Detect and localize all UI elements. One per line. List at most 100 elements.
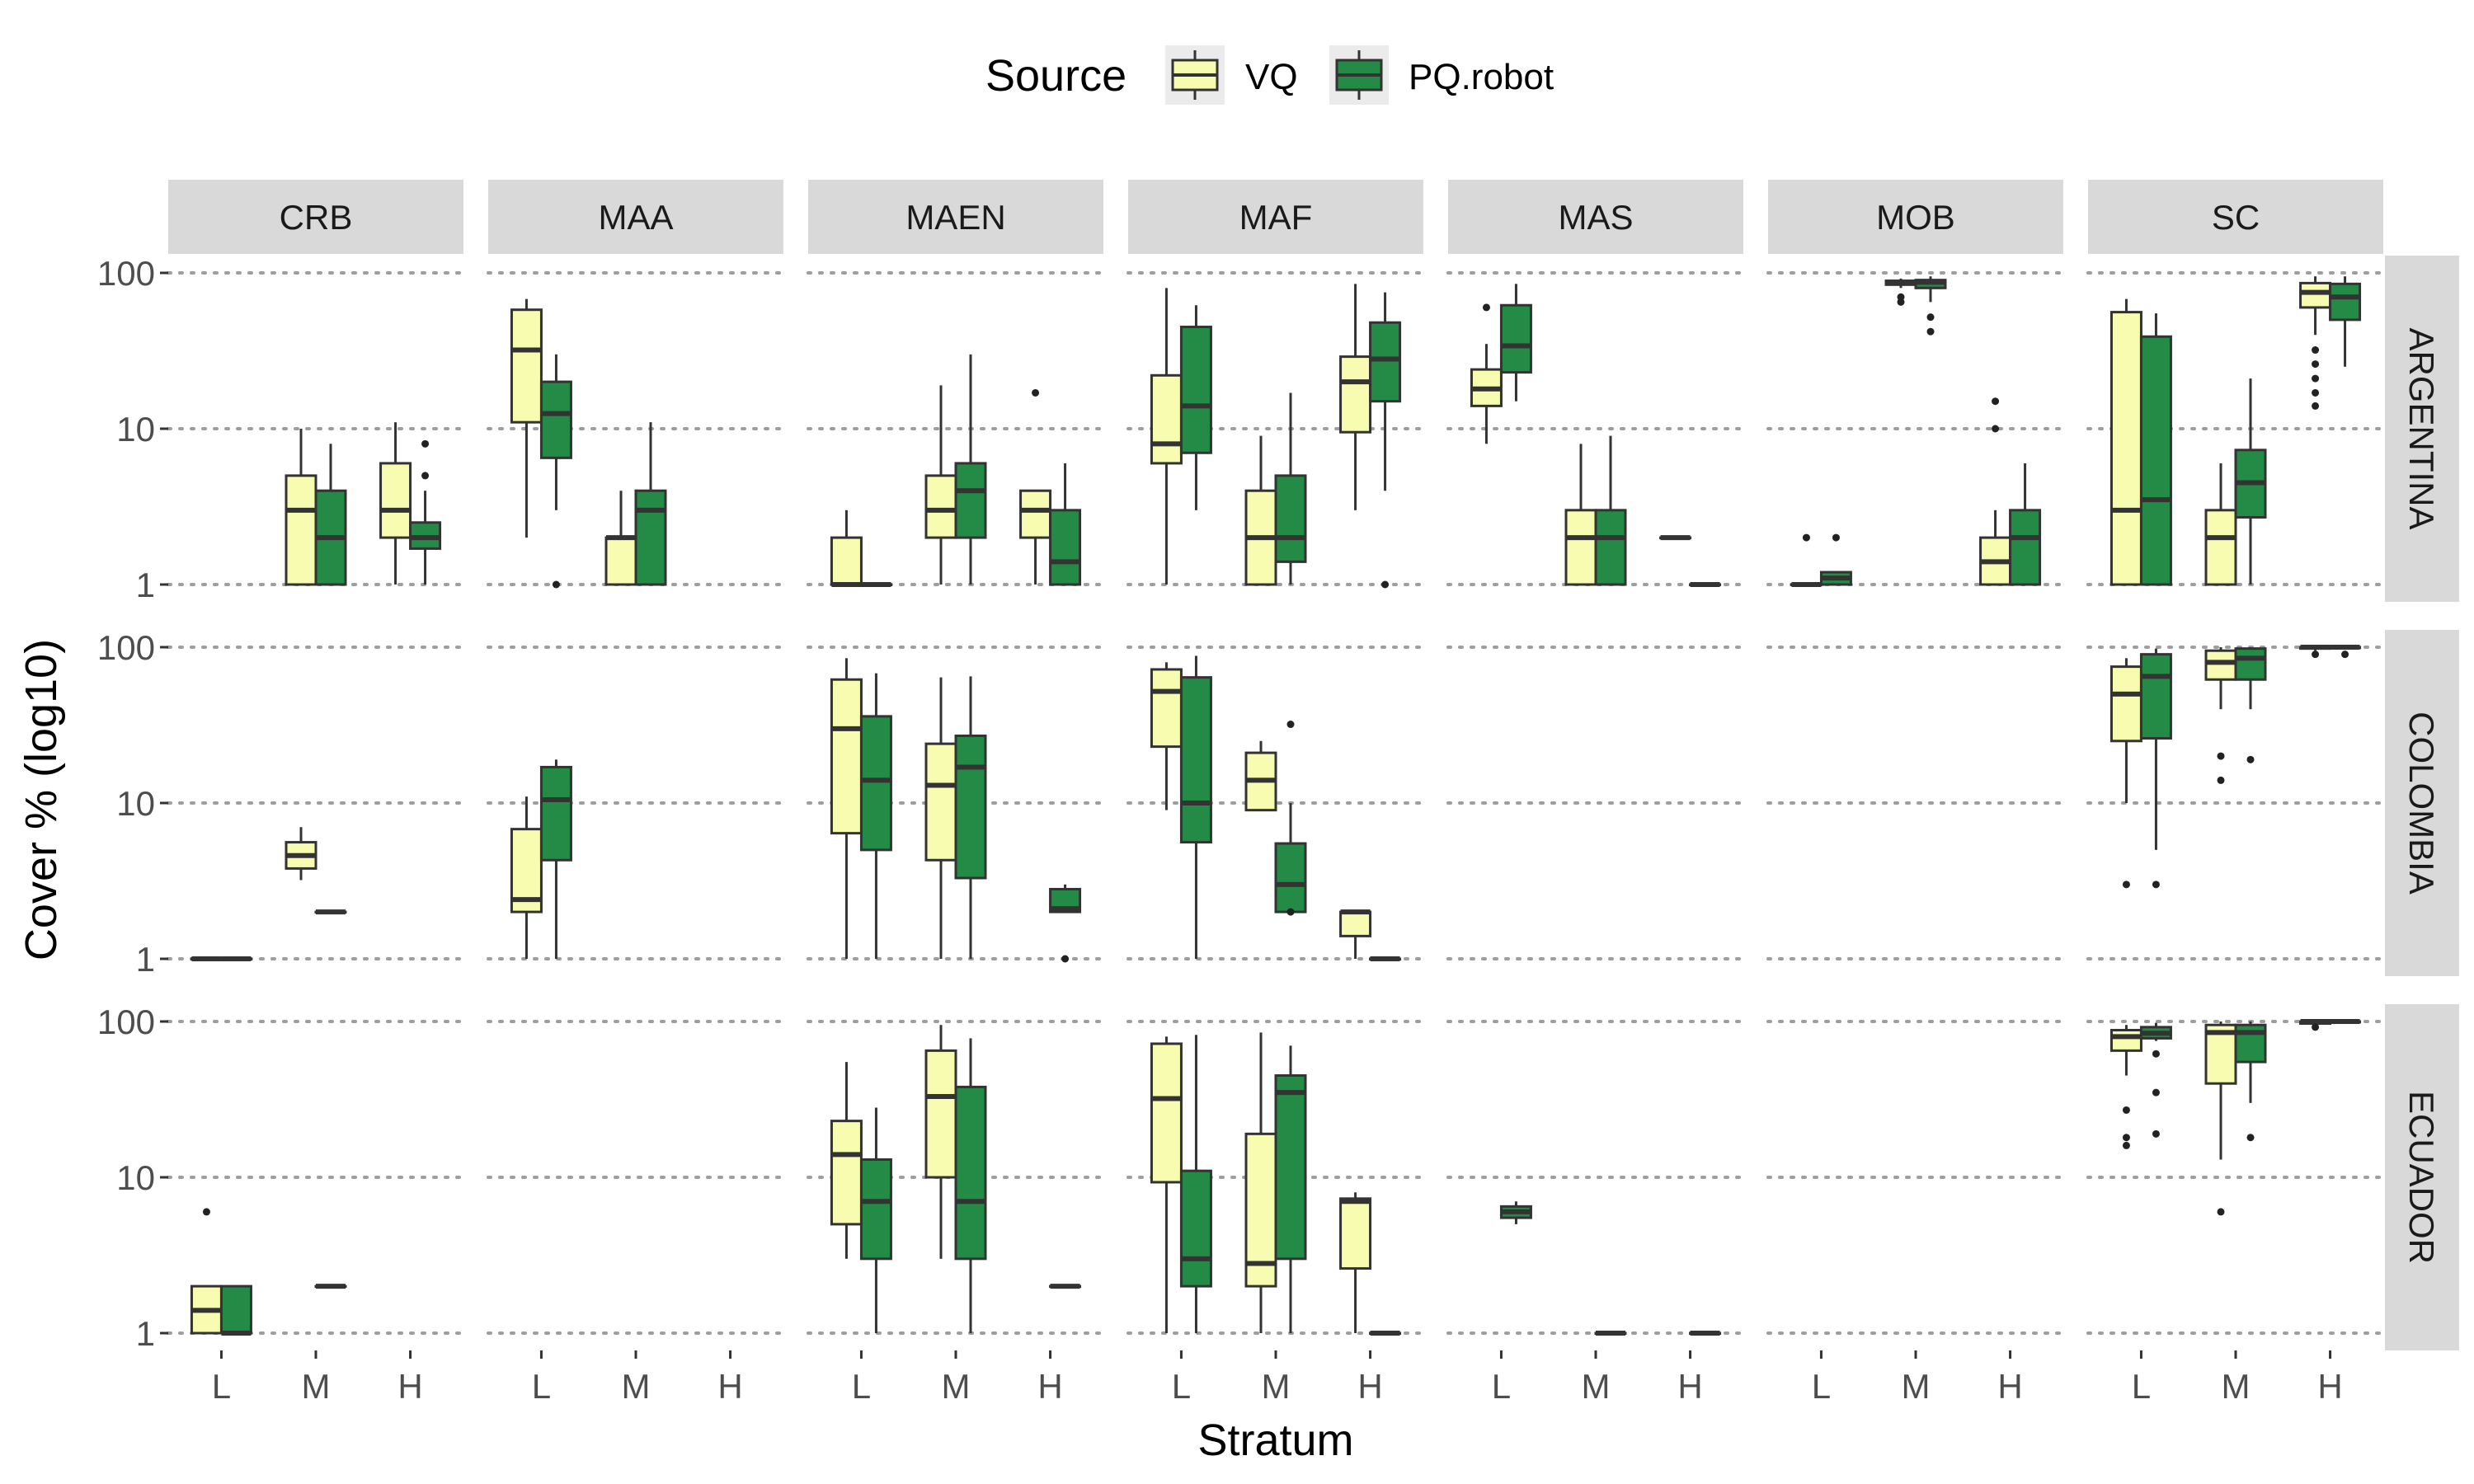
box-pq-robot bbox=[1369, 292, 1402, 589]
box-pq-robot bbox=[219, 956, 252, 961]
box-body bbox=[1049, 509, 1082, 586]
box-pq-robot bbox=[1179, 305, 1212, 510]
x-tick-label: L bbox=[1492, 1367, 1511, 1406]
box-pq-robot bbox=[1179, 1035, 1212, 1333]
box-pq-robot bbox=[314, 909, 347, 915]
x-tick-label: L bbox=[212, 1367, 231, 1406]
outlier-point bbox=[1482, 303, 1490, 312]
box-body bbox=[510, 308, 543, 424]
box-pq-robot bbox=[1049, 463, 1082, 586]
box-vq bbox=[2204, 1021, 2237, 1216]
box-body bbox=[924, 1049, 957, 1179]
box-body bbox=[539, 765, 572, 862]
box-body bbox=[2109, 1028, 2142, 1052]
box-body bbox=[2109, 665, 2142, 743]
column-strip-label: MAEN bbox=[905, 198, 1005, 237]
box-body bbox=[1274, 474, 1307, 563]
box-body bbox=[539, 380, 572, 459]
outlier-point bbox=[2312, 374, 2320, 383]
box-pq-robot bbox=[859, 1107, 892, 1333]
outlier-point bbox=[1832, 533, 1840, 542]
box-pq-robot bbox=[1594, 1331, 1627, 1336]
box-body bbox=[2139, 653, 2172, 740]
outlier-point bbox=[1897, 293, 1905, 301]
box-body bbox=[2009, 509, 2042, 586]
x-tick-label: H bbox=[1677, 1367, 1702, 1406]
box-body bbox=[1274, 842, 1307, 913]
column-strip bbox=[1448, 180, 1743, 254]
box-body bbox=[954, 1085, 987, 1261]
box-pq-robot bbox=[1274, 1045, 1307, 1333]
box-pq-robot bbox=[859, 673, 892, 959]
y-tick-label: 1 bbox=[136, 940, 155, 979]
box-body bbox=[1179, 326, 1212, 454]
outlier-point bbox=[2312, 402, 2320, 410]
box-pq-robot bbox=[1274, 392, 1307, 585]
y-tick-label: 100 bbox=[97, 1003, 155, 1041]
box-body bbox=[1179, 1169, 1212, 1288]
box-pq-robot bbox=[2329, 645, 2362, 659]
x-tick-label: M bbox=[942, 1367, 971, 1406]
box-body bbox=[1274, 1074, 1307, 1261]
legend-label-pq-robot: PQ.robot bbox=[1409, 57, 1554, 97]
box-pq-robot bbox=[2329, 276, 2362, 367]
box-body bbox=[1019, 489, 1052, 539]
box-pq-robot bbox=[1914, 276, 1947, 336]
box-body bbox=[830, 1120, 863, 1226]
box-pq-robot bbox=[2234, 647, 2267, 763]
box-body bbox=[2204, 509, 2237, 586]
column-strip-label: CRB bbox=[280, 198, 353, 237]
y-tick-label: 10 bbox=[116, 410, 155, 448]
box-pq-robot bbox=[2329, 1019, 2362, 1024]
column-strip-label: MAS bbox=[1558, 198, 1633, 237]
box-body bbox=[954, 462, 987, 539]
outlier-point bbox=[2312, 360, 2320, 369]
box-body bbox=[1339, 1197, 1372, 1270]
outlier-point bbox=[1992, 425, 2000, 433]
box-vq bbox=[190, 956, 223, 961]
x-tick-label: H bbox=[397, 1367, 422, 1406]
outlier-point bbox=[202, 1208, 210, 1216]
box-body bbox=[924, 474, 957, 539]
x-tick-label: M bbox=[2222, 1367, 2251, 1406]
x-tick-label: M bbox=[1902, 1367, 1931, 1406]
box-vq bbox=[1470, 303, 1503, 444]
box-vq bbox=[190, 1208, 223, 1335]
outlier-point bbox=[2122, 1141, 2130, 1149]
box-vq bbox=[924, 1025, 957, 1259]
box-pq-robot bbox=[539, 354, 572, 589]
legend-key-pq-robot bbox=[1329, 45, 1389, 105]
x-tick-label: M bbox=[302, 1367, 331, 1406]
outlier-point bbox=[421, 439, 430, 448]
box-vq bbox=[2299, 1019, 2332, 1031]
x-tick-label: H bbox=[717, 1367, 742, 1406]
outlier-point bbox=[1992, 397, 2000, 406]
box-body bbox=[1369, 321, 1402, 403]
box-body bbox=[1150, 373, 1183, 465]
box-body bbox=[2204, 649, 2237, 681]
box-pq-robot bbox=[1179, 655, 1212, 959]
box-body bbox=[1564, 509, 1597, 586]
column-strip bbox=[488, 180, 783, 254]
box-pq-robot bbox=[1274, 721, 1307, 916]
outlier-point bbox=[2122, 881, 2130, 889]
box-pq-robot bbox=[1499, 1201, 1532, 1224]
box-body bbox=[2109, 311, 2142, 586]
column-strip bbox=[2088, 180, 2383, 254]
box-pq-robot bbox=[954, 1038, 987, 1333]
box-pq-robot bbox=[1499, 284, 1532, 402]
box-body bbox=[1150, 1042, 1183, 1184]
box-body bbox=[1499, 303, 1532, 374]
box-vq bbox=[830, 658, 863, 959]
x-tick-label: M bbox=[1582, 1367, 1611, 1406]
outlier-point bbox=[1926, 313, 1935, 322]
row-strip-label: ECUADOR bbox=[2402, 1091, 2441, 1264]
box-pq-robot bbox=[1369, 956, 1402, 961]
outlier-point bbox=[1802, 533, 1810, 542]
x-axis-title: Stratum bbox=[1197, 1416, 1353, 1465]
x-tick-label: H bbox=[1037, 1367, 1062, 1406]
box-body bbox=[830, 536, 863, 586]
box-vq bbox=[1150, 1036, 1183, 1333]
y-tick-label: 10 bbox=[116, 784, 155, 823]
box-body bbox=[2234, 647, 2267, 681]
